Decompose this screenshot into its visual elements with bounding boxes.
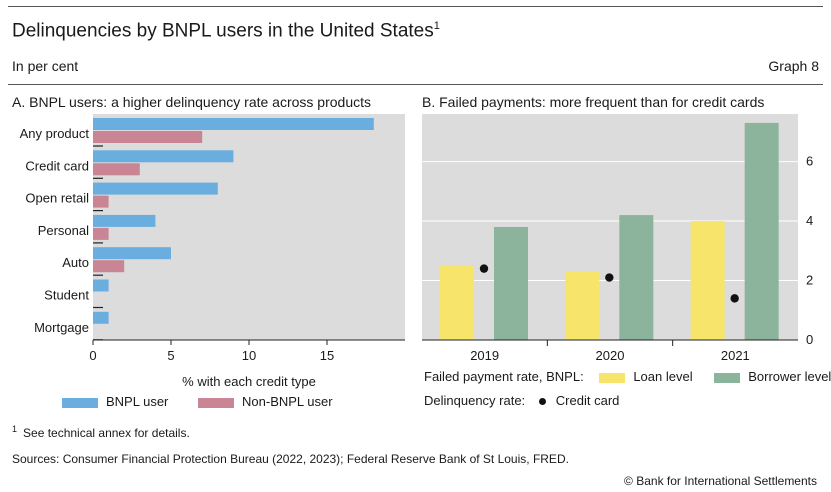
header-rule xyxy=(8,84,823,85)
legend-swatch-loan-level xyxy=(599,372,626,383)
footnote: 1 See technical annex for details. xyxy=(12,424,190,440)
sources-note: Sources: Consumer Financial Protection B… xyxy=(12,452,569,466)
panel-b-legend-failed: Failed payment rate, BNPL: Loan level Bo… xyxy=(424,369,831,384)
legend-failed-rate-label: Failed payment rate, BNPL: xyxy=(424,369,584,384)
bar-bnpl-user-mortgage xyxy=(93,311,109,324)
category-label-student: Student xyxy=(44,288,89,303)
panel-b-legend-delinquency: Delinquency rate: Credit card xyxy=(424,393,619,408)
legend-label-non-bnpl: Non-BNPL user xyxy=(242,394,333,409)
bar-bnpl-user-any-product xyxy=(93,118,374,130)
title-footnote-marker: 1 xyxy=(433,20,440,32)
point-credit-card-2020 xyxy=(605,273,614,282)
bar-bnpl-user-auto xyxy=(93,247,171,260)
legend-label-credit-card: Credit card xyxy=(555,393,620,408)
bar-non-bnpl-user-auto xyxy=(93,260,125,273)
category-label-credit-card: Credit card xyxy=(25,158,89,173)
x-category-label-2020: 2020 xyxy=(596,348,625,363)
bar-non-bnpl-user-open-retail xyxy=(93,195,109,208)
bar-borrower-level-2019 xyxy=(494,227,528,340)
legend-label-bnpl: BNPL user xyxy=(106,394,169,409)
legend-swatch-bnpl xyxy=(62,397,98,408)
copyright: © Bank for International Settlements xyxy=(624,474,817,488)
y-tick-label-0: 0 xyxy=(806,332,813,347)
panel-a-plot-background xyxy=(93,114,405,340)
bar-borrower-level-2021 xyxy=(744,122,779,340)
legend-item-loan-level: Loan level xyxy=(599,369,696,384)
bar-loan-level-2019 xyxy=(440,265,474,340)
x-tick-label-5: 5 xyxy=(167,348,174,363)
footnote-marker: 1 xyxy=(12,424,18,434)
top-rule xyxy=(8,6,823,7)
bar-bnpl-user-open-retail xyxy=(93,182,218,195)
legend-item-bnpl: BNPL user xyxy=(62,394,172,409)
panel-a-legend: BNPL user Non-BNPL user xyxy=(62,394,333,409)
panel-b-chart: 0 2 4 6 2019 2020 2021 xyxy=(422,114,813,363)
panel-b-title: B. Failed payments: more frequent than f… xyxy=(422,94,765,110)
graph-number: Graph 8 xyxy=(768,58,819,74)
point-credit-card-2019 xyxy=(479,264,489,273)
x-tick-label-15: 15 xyxy=(320,348,334,363)
x-tick-label-10: 10 xyxy=(242,348,256,363)
x-tick-label-0: 0 xyxy=(89,348,96,363)
bar-non-bnpl-user-any-product xyxy=(93,131,203,143)
legend-dot-credit-card xyxy=(538,398,546,406)
legend-label-borrower-level: Borrower level xyxy=(748,369,831,384)
panel-a-title: A. BNPL users: a higher delinquency rate… xyxy=(12,94,372,110)
point-credit-card-2021 xyxy=(730,294,739,303)
bar-bnpl-user-credit-card xyxy=(93,150,234,163)
category-label-open-retail: Open retail xyxy=(25,191,89,206)
bar-loan-level-2021 xyxy=(690,221,725,340)
x-category-label-2019: 2019 xyxy=(470,348,499,363)
x-category-label-2021: 2021 xyxy=(721,348,750,363)
panel-a-x-label: % with each credit type xyxy=(182,374,316,389)
bar-bnpl-user-student xyxy=(93,279,109,292)
legend-swatch-borrower-level xyxy=(714,372,741,383)
legend-label-loan-level: Loan level xyxy=(633,369,693,384)
category-label-any-product: Any product xyxy=(20,126,90,141)
legend-item-non-bnpl: Non-BNPL user xyxy=(198,394,333,409)
bar-non-bnpl-user-credit-card xyxy=(93,163,140,176)
y-tick-label-2: 2 xyxy=(806,273,813,288)
bar-non-bnpl-user-personal xyxy=(93,227,109,240)
legend-item-credit-card: Credit card xyxy=(538,393,620,408)
category-label-auto: Auto xyxy=(62,255,89,270)
y-tick-label-6: 6 xyxy=(806,154,813,169)
bar-borrower-level-2020 xyxy=(619,215,654,340)
page-title: Delinquencies by BNPL users in the Unite… xyxy=(12,20,440,42)
bar-loan-level-2020 xyxy=(565,271,600,340)
panel-a-chart: Any product Credit card Open retail Persona… xyxy=(20,114,405,389)
category-label-personal: Personal xyxy=(38,223,89,238)
footnote-text: See technical annex for details. xyxy=(23,426,190,440)
unit-subtitle: In per cent xyxy=(12,58,79,74)
category-label-mortgage: Mortgage xyxy=(34,320,89,335)
legend-delinquency-label: Delinquency rate: xyxy=(424,393,526,408)
bar-bnpl-user-personal xyxy=(93,214,156,227)
legend-swatch-non-bnpl xyxy=(198,397,235,408)
y-tick-label-4: 4 xyxy=(806,213,813,228)
legend-item-borrower-level: Borrower level xyxy=(714,369,831,384)
panel-b-plot-background xyxy=(422,114,798,340)
